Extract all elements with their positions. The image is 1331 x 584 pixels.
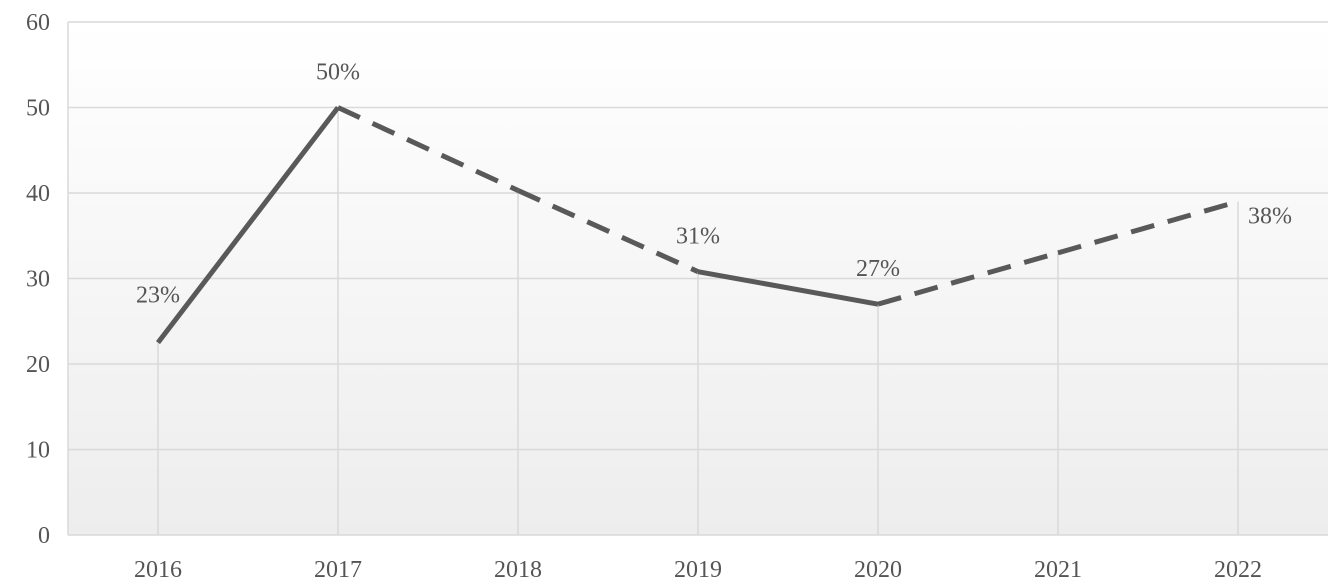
grid — [67, 21, 1328, 536]
x-tick-label: 2018 — [494, 557, 542, 583]
y-axis: 0 10 20 30 40 50 60 — [26, 10, 50, 549]
x-tick-label: 2017 — [314, 557, 362, 583]
y-tick-label: 10 — [26, 438, 50, 464]
series-line — [156, 105, 1239, 345]
data-label: 23% — [136, 283, 180, 309]
x-tick-label: 2020 — [854, 557, 902, 583]
y-tick-label: 0 — [38, 523, 50, 549]
x-axis: 2016 2017 2018 2019 2020 2021 2022 — [134, 557, 1262, 583]
x-tick-label: 2021 — [1034, 557, 1082, 583]
line-segment — [697, 269, 879, 307]
line-segment — [336, 105, 520, 193]
line-segment — [1057, 199, 1239, 256]
line-segment — [516, 188, 700, 274]
y-tick-label: 30 — [26, 267, 50, 293]
y-tick-label: 60 — [26, 10, 50, 36]
x-tick-label: 2016 — [134, 557, 182, 583]
line-segment — [877, 250, 1059, 307]
y-tick-label: 20 — [26, 352, 50, 378]
data-label: 50% — [316, 60, 360, 86]
y-tick-label: 50 — [26, 96, 50, 122]
data-labels: 23% 50% 31% 27% 38% — [136, 60, 1292, 309]
data-label: 27% — [856, 256, 900, 282]
data-label: 31% — [676, 224, 720, 250]
x-tick-label: 2022 — [1214, 557, 1262, 583]
line-segment — [156, 105, 340, 345]
x-tick-label: 2019 — [674, 557, 722, 583]
data-label: 38% — [1248, 204, 1292, 230]
y-tick-label: 40 — [26, 181, 50, 207]
